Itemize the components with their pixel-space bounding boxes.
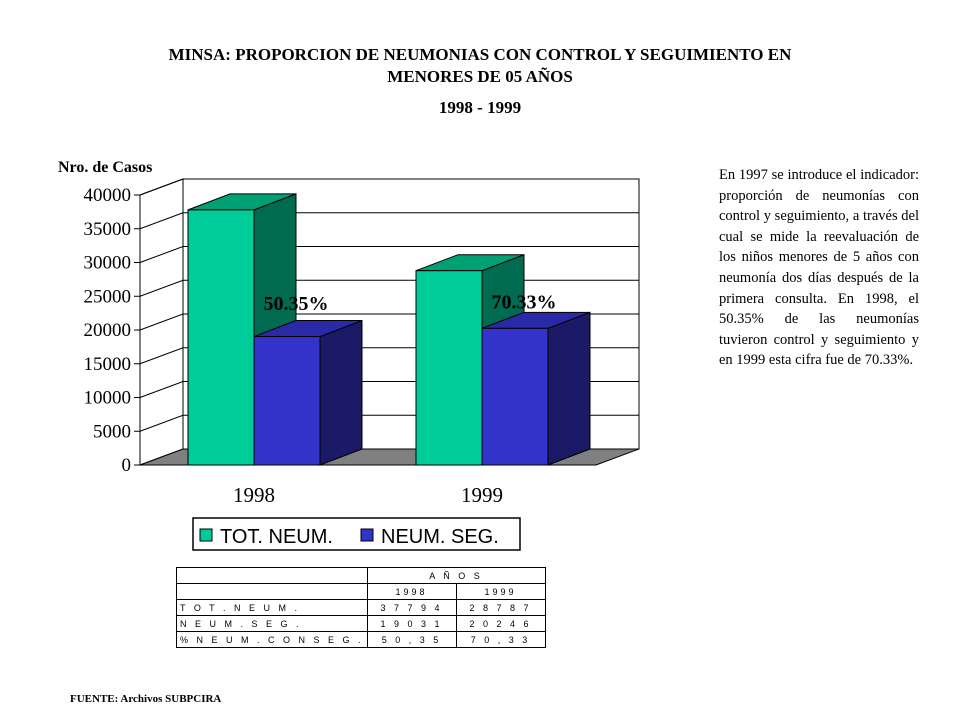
bar-chart-3d: 0 5000 10000 15000 20000 25000 30000 35000 40000… [58, 159, 640, 551]
y-tick-label: 20000 [84, 320, 132, 341]
y-tick-label: 0 [122, 455, 132, 476]
legend: TOT. NEUM. NEUM. SEG. [192, 517, 521, 551]
table-row-label: N E U M . S E G . [176, 615, 368, 632]
data-label: 70.33% [492, 292, 557, 314]
table-year-row: 1998 1999 [176, 583, 546, 600]
y-tick-label: 35000 [84, 219, 132, 240]
chart-title-years: 1998 - 1999 [438, 98, 522, 117]
bar [415, 270, 483, 466]
y-tick-label: 25000 [84, 286, 132, 307]
table-year-1998: 1998 [366, 583, 457, 600]
gridline [139, 212, 639, 230]
bar-side [547, 311, 591, 466]
legend-swatch-neum-seg [360, 528, 374, 542]
explanatory-note: En 1997 se introduce el indicador: propo… [719, 167, 919, 369]
table-corner [176, 567, 368, 584]
y-tick-label: 10000 [84, 388, 132, 409]
table-year-1999: 1999 [455, 583, 546, 600]
data-table: A Ñ O S 1998 1999 T O T . N E U M . 3 7 … [176, 567, 546, 648]
gridline [139, 246, 639, 263]
table-header-row: A Ñ O S [176, 567, 546, 584]
bar [187, 209, 255, 466]
table-cell: 2 8 7 8 7 [455, 599, 546, 616]
chart-title-line2: MENORES DE 05 AÑOS [387, 67, 573, 86]
bar [253, 336, 321, 466]
table-cell: 5 0 , 3 5 [366, 631, 457, 648]
bar-side [319, 319, 363, 466]
table-cell: 2 0 2 4 6 [455, 615, 546, 632]
y-tick-label: 30000 [84, 253, 132, 274]
table-corner-2 [176, 583, 368, 600]
gridline [139, 178, 639, 196]
table-row: % N E U M . C O N S E G . 5 0 , 3 5 7 0 … [176, 631, 546, 648]
x-tick-label: 1998 [233, 483, 275, 507]
table-cell: 1 9 0 3 1 [366, 615, 457, 632]
legend-label-neum-seg: NEUM. SEG. [381, 526, 499, 548]
data-label: 50.35% [264, 293, 329, 315]
table-cell: 7 0 , 3 3 [455, 631, 546, 648]
legend-label-tot-neum: TOT. NEUM. [220, 526, 333, 548]
legend-swatch-tot-neum [199, 528, 213, 542]
chart-title-line1: MINSA: PROPORCION DE NEUMONIAS CON CONTR… [168, 45, 792, 64]
table-row-label: T O T . N E U M . [176, 599, 368, 616]
y-tick-label: 15000 [84, 354, 132, 375]
table-cell: 3 7 7 9 4 [366, 599, 457, 616]
x-tick-label: 1999 [461, 483, 503, 507]
table-row: N E U M . S E G . 1 9 0 3 1 2 0 2 4 6 [176, 615, 546, 632]
y-tick-label: 5000 [93, 421, 131, 442]
y-tick-label: 40000 [84, 185, 132, 206]
table-header-years: A Ñ O S [366, 567, 546, 584]
bar [481, 327, 549, 466]
table-row: T O T . N E U M . 3 7 7 9 4 2 8 7 8 7 [176, 599, 546, 616]
y-axis-label: Nro. de Casos [58, 159, 152, 176]
table-row-label: % N E U M . C O N S E G . [176, 631, 368, 648]
source-note: FUENTE: Archivos SUBPCIRA [70, 693, 222, 705]
